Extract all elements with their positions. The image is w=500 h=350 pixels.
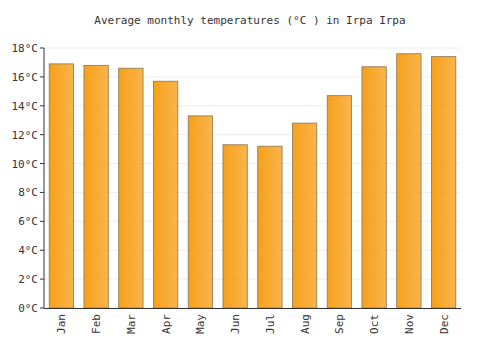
bar	[397, 54, 421, 308]
tick-mark	[40, 105, 44, 106]
tick-mark	[40, 76, 44, 77]
bar	[292, 123, 316, 308]
x-tick-label: Jan	[55, 314, 68, 334]
bar	[49, 64, 73, 308]
tick-mark	[40, 163, 44, 164]
x-tick-label: Apr	[160, 314, 173, 334]
y-tick-label: 14°C	[12, 100, 39, 113]
y-tick-label: 12°C	[12, 129, 39, 142]
y-axis	[44, 48, 45, 308]
tick-mark	[40, 250, 44, 251]
x-tick-label: Feb	[90, 314, 103, 334]
y-tick-label: 10°C	[12, 158, 39, 171]
y-tick-label: 6°C	[18, 215, 38, 228]
bar	[327, 96, 351, 308]
x-tick-label: Aug	[299, 314, 312, 334]
chart-svg: Average monthly temperatures (°C ) in Ir…	[0, 0, 500, 350]
bars	[49, 54, 456, 308]
tick-mark	[40, 134, 44, 135]
tick-mark	[40, 48, 44, 49]
y-tick-label: 0°C	[18, 302, 38, 315]
x-tick-label: Dec	[438, 314, 451, 334]
x-tick-label: Sep	[333, 314, 346, 334]
bar	[258, 146, 282, 308]
y-tick-label: 18°C	[12, 42, 39, 55]
y-tick-label: 8°C	[18, 186, 38, 199]
tick-mark	[40, 221, 44, 222]
grid-line	[44, 48, 461, 49]
tick-mark	[40, 279, 44, 280]
tick-mark	[40, 192, 44, 193]
bar	[188, 116, 212, 308]
tick-mark	[40, 308, 44, 309]
x-tick-label: Mar	[125, 314, 138, 334]
y-tick-label: 4°C	[18, 244, 38, 257]
title: Average monthly temperatures (°C ) in Ir…	[94, 14, 405, 27]
y-tick-label: 16°C	[12, 71, 39, 84]
x-tick-label: Nov	[403, 314, 416, 334]
y-tick-label: 2°C	[18, 273, 38, 286]
bar	[119, 68, 143, 308]
x-tick-label: May	[194, 314, 207, 334]
x-tick-label: Jul	[264, 314, 277, 334]
bar	[431, 57, 455, 308]
x-axis	[44, 308, 461, 309]
bar	[362, 67, 386, 308]
bar	[153, 81, 177, 308]
chart-container: Average monthly temperatures (°C ) in Ir…	[0, 0, 500, 350]
x-tick-label: Oct	[368, 314, 381, 334]
bar	[84, 65, 108, 308]
x-tick-label: Jun	[229, 314, 242, 334]
bar	[223, 145, 247, 308]
